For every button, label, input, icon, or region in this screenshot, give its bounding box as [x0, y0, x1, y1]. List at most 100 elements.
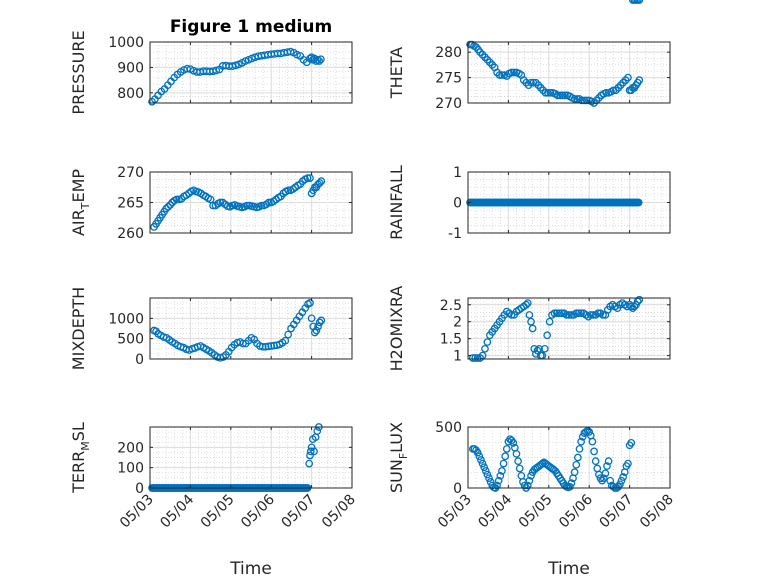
axes-box	[467, 41, 671, 104]
y-tick-label: 280	[435, 45, 462, 61]
data-point	[543, 331, 552, 340]
y-tick-label: 0	[453, 481, 462, 497]
data-point	[573, 95, 581, 103]
data-point	[522, 300, 531, 309]
data-point	[528, 324, 537, 333]
data-point	[499, 459, 508, 468]
data-point	[478, 459, 487, 468]
y-tick-label: 900	[117, 60, 144, 76]
data-point	[306, 451, 314, 460]
data-point	[562, 311, 571, 319]
data-point	[635, 295, 644, 304]
data-point	[523, 299, 532, 307]
subplot-2: 270 275 280 THETA	[387, 40, 671, 112]
data-point	[544, 88, 552, 97]
data-point	[535, 344, 543, 353]
data-point	[556, 91, 564, 100]
data-point	[496, 471, 505, 480]
data-point	[317, 55, 325, 64]
subplot-1: 800 900 1000 PRESSURE Figure 1 medium	[69, 17, 353, 115]
data-point	[264, 198, 273, 207]
data-point	[604, 457, 613, 466]
y-tick-label: 500	[435, 420, 462, 436]
data-point	[243, 201, 251, 210]
y-tick-label: 800	[117, 86, 144, 102]
data-point	[588, 437, 597, 446]
data-point	[281, 336, 290, 345]
data-point	[164, 202, 173, 211]
y-axis-label: SUNFLUX	[387, 422, 410, 493]
data-point	[312, 57, 320, 65]
y-tick-label: 0	[135, 481, 144, 497]
data-point	[286, 47, 295, 56]
data-point	[582, 96, 591, 105]
data-point	[483, 338, 492, 346]
data-point	[550, 309, 559, 318]
y-axis-label: TERRMSL	[69, 422, 92, 494]
y-tick-label: 1000	[108, 35, 144, 51]
data-point	[577, 309, 585, 318]
y-tick-label: 0	[453, 196, 462, 212]
data-point	[471, 354, 480, 362]
axes-box	[467, 426, 671, 489]
data-point	[493, 481, 501, 490]
x-axis-label: Time	[229, 559, 272, 579]
data-point	[498, 467, 506, 475]
data-point	[267, 342, 276, 350]
data-point	[525, 311, 534, 319]
data-point	[525, 476, 534, 485]
data-point	[570, 95, 579, 103]
y-tick-label: 275	[435, 71, 462, 87]
data-point	[315, 57, 324, 65]
data-point	[553, 309, 561, 318]
data-markers	[148, 47, 325, 106]
data-point	[507, 68, 516, 77]
data-point	[545, 317, 554, 326]
data-point	[578, 96, 586, 105]
data-point	[565, 482, 574, 491]
data-point	[570, 468, 579, 476]
y-tick-label: 2.5	[440, 298, 462, 314]
data-point	[555, 309, 564, 318]
data-point	[575, 445, 584, 453]
data-point	[557, 309, 566, 318]
data-point	[590, 447, 598, 456]
data-point	[586, 311, 595, 319]
data-point	[477, 456, 485, 464]
data-point	[212, 66, 221, 75]
data-point	[306, 299, 314, 307]
data-point	[473, 448, 482, 457]
data-point	[177, 194, 186, 203]
chart-title: Figure 1 medium	[170, 17, 332, 37]
data-point	[512, 449, 521, 458]
axes-box	[149, 41, 353, 104]
data-point	[502, 445, 511, 453]
data-point	[498, 71, 506, 79]
data-point	[494, 476, 503, 485]
data-point	[510, 68, 518, 77]
data-point	[515, 464, 524, 473]
y-tick-label: 1000	[108, 311, 144, 327]
data-point	[574, 453, 582, 462]
y-tick-label: 2	[453, 315, 462, 331]
y-axis-label: PRESSURE	[69, 30, 88, 114]
data-point	[315, 179, 324, 187]
data-point	[601, 469, 610, 478]
data-point	[312, 326, 321, 335]
data-markers	[466, 198, 643, 207]
data-point	[485, 474, 493, 483]
axes-box	[149, 297, 353, 360]
y-tick-label: 270	[435, 96, 462, 112]
data-point	[303, 174, 312, 182]
data-point	[231, 61, 240, 70]
data-point	[574, 309, 583, 318]
data-point	[619, 473, 627, 481]
data-point	[553, 91, 562, 100]
data-markers	[150, 174, 326, 231]
data-point	[258, 342, 267, 351]
data-point	[483, 470, 492, 479]
data-point	[603, 462, 611, 470]
data-markers	[468, 295, 644, 362]
y-tick-label: 260	[117, 226, 144, 242]
y-axis-label: H2OMIXRA	[387, 286, 406, 372]
